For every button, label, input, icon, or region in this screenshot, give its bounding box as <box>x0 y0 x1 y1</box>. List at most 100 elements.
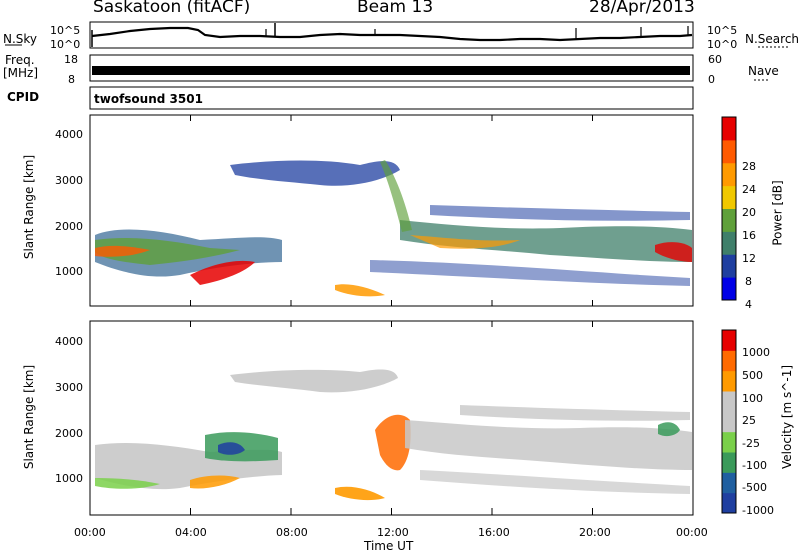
power-band-upper-right <box>430 205 690 221</box>
power-cbar-tick: 20 <box>742 206 756 219</box>
station-title: Saskatoon (fitACF) <box>93 0 251 17</box>
velocity-cbar-tick: -500 <box>742 481 767 494</box>
velocity-blue-spot <box>218 442 245 455</box>
velocity-cbar-tick: -1000 <box>742 504 774 517</box>
beam-title: Beam 13 <box>357 0 434 17</box>
freq-tick-high: 18 <box>64 53 78 66</box>
velocity-colorbar-segment <box>722 330 736 351</box>
freq-strip-frame <box>89 54 694 82</box>
power-band-lower <box>370 260 690 286</box>
velocity-colorbar-segment <box>722 391 736 412</box>
velocity-green-right <box>658 422 680 437</box>
power-blob-hot2 <box>95 245 150 257</box>
power-arc-upper <box>230 160 400 186</box>
velocity-colorbar-segment <box>722 370 736 392</box>
velocity-panel <box>89 320 694 516</box>
power-colorbar-segment <box>722 231 736 255</box>
power-colorbar-segment <box>722 117 736 141</box>
power-cbar-tick: 8 <box>745 275 752 288</box>
noise-tick-high-left: 10^5 <box>50 24 81 37</box>
cpid-strip-frame <box>89 86 694 110</box>
power-panel <box>89 114 694 307</box>
xtick: 16:00 <box>478 526 510 539</box>
power-ytick: 1000 <box>55 265 83 278</box>
power-colorbar-frame <box>721 116 737 301</box>
velocity-colorbar-segment <box>722 350 736 372</box>
freq-tick-low: 8 <box>68 73 75 86</box>
velocity-colorbar-segment <box>722 431 736 453</box>
xtick: 00:00 <box>676 526 708 539</box>
nave-tick-high: 60 <box>708 53 722 66</box>
velocity-grey-lower <box>420 470 690 494</box>
power-colorbar-segment <box>722 185 736 209</box>
power-ytick: 3000 <box>55 174 83 187</box>
power-colorbar-segment <box>722 139 736 164</box>
power-blob-mid <box>335 284 385 297</box>
velocity-grey-arc <box>230 369 398 393</box>
power-colorbar-segment <box>722 208 736 232</box>
velocity-cbar-tick: -100 <box>742 459 767 472</box>
velocity-cbar-tick: 1000 <box>742 346 770 359</box>
freq-unit-label: [MHz] <box>3 66 39 80</box>
xlabel: Time UT <box>364 539 414 553</box>
power-cbar-tick: 24 <box>742 183 756 196</box>
freq-label: Freq. <box>5 53 35 67</box>
velocity-ytick: 2000 <box>55 427 83 440</box>
power-colorbar <box>722 117 736 301</box>
velocity-green-low <box>95 478 160 489</box>
power-band-right <box>400 220 692 262</box>
power-cbar-tick: 4 <box>745 298 752 311</box>
velocity-colorbar-segment <box>722 492 736 514</box>
velocity-colorbar-segment <box>722 411 736 433</box>
noise-trace <box>91 26 693 42</box>
velocity-ytick: 1000 <box>55 472 83 485</box>
xtick: 12:00 <box>377 526 409 539</box>
velocity-colorbar-segment <box>722 452 736 473</box>
velocity-orange-low <box>190 475 240 489</box>
power-ytick: 4000 <box>55 128 83 141</box>
velocity-cbar-tick: -25 <box>742 437 760 450</box>
velocity-grey-upper-right <box>460 405 690 421</box>
power-cbar-tick: 16 <box>742 229 756 242</box>
noise-tick-low-left: 10^0 <box>50 38 81 51</box>
velocity-grey-right <box>405 420 692 470</box>
power-blob-early-core <box>95 237 240 265</box>
power-streak <box>380 160 412 232</box>
cpid-label: CPID <box>7 90 40 104</box>
power-colorbar-segment <box>722 162 736 187</box>
noise-tick-low-right: 10^0 <box>707 38 738 51</box>
xtick: 04:00 <box>175 526 207 539</box>
nsky-label: N.Sky <box>3 32 38 46</box>
power-cbar-tick: 28 <box>742 160 756 173</box>
power-cbar-tick: 12 <box>742 252 756 265</box>
power-ytick: 2000 <box>55 220 83 233</box>
power-blob-hot <box>190 260 255 285</box>
velocity-orange-mid <box>335 486 385 501</box>
xtick: 20:00 <box>579 526 611 539</box>
velocity-ytick: 4000 <box>55 335 83 348</box>
nsearch-label: N.Search <box>745 32 800 46</box>
noise-tick-high-right: 10^5 <box>707 24 738 37</box>
xtick: 00:00 <box>74 526 106 539</box>
xtick: 08:00 <box>276 526 308 539</box>
velocity-colorbar <box>722 330 736 514</box>
velocity-colorbar-frame <box>721 329 737 514</box>
x-axis-ticks <box>89 115 694 515</box>
freq-band <box>92 66 690 75</box>
noise-strip-frame <box>89 21 694 49</box>
velocity-ytick: 3000 <box>55 381 83 394</box>
velocity-cbar-tick: 500 <box>742 369 763 382</box>
velocity-cbar-tick: 25 <box>742 414 756 427</box>
power-colorbar-segment <box>722 254 736 278</box>
cpid-value: twofsound 3501 <box>94 92 203 106</box>
date-title: 28/Apr/2013 <box>589 0 695 17</box>
nave-label: Nave <box>748 64 779 78</box>
power-colorbar-segment <box>722 277 736 301</box>
velocity-red-burst <box>375 414 411 471</box>
velocity-colorbar-segment <box>722 472 736 494</box>
power-band-right-core2 <box>655 242 692 262</box>
velocity-cbar-tick: 100 <box>742 392 763 405</box>
nave-tick-low: 0 <box>708 73 715 86</box>
power-band-right-core <box>410 235 520 249</box>
